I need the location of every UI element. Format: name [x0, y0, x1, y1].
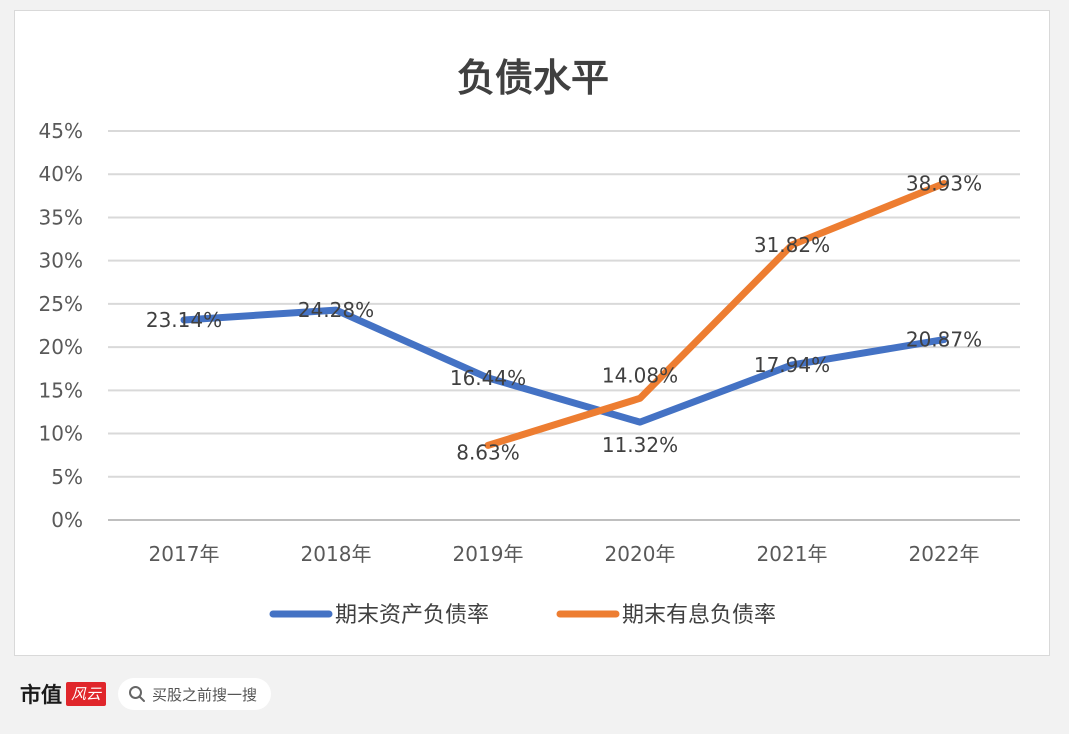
data-label: 8.63% [456, 440, 520, 464]
y-tick-label: 40% [39, 162, 83, 186]
search-icon [129, 686, 146, 702]
x-tick-label: 2018年 [301, 542, 372, 566]
data-label: 38.93% [906, 171, 982, 195]
data-label: 16.44% [450, 366, 526, 390]
y-tick-label: 10% [39, 422, 83, 446]
footer: 市值 风云 买股之前搜一搜 [20, 676, 272, 712]
x-tick-label: 2019年 [453, 542, 524, 566]
y-tick-label: 45% [39, 119, 83, 143]
data-label: 11.32% [602, 433, 678, 457]
search-text: 买股之前搜一搜 [152, 685, 258, 704]
brand-logo-mark: 风云 [66, 682, 107, 706]
x-tick-label: 2017年 [149, 542, 220, 566]
y-tick-label: 0% [51, 508, 83, 532]
x-tick-label: 2022年 [909, 542, 980, 566]
brand-logo-text: 市值 [20, 682, 62, 707]
series-line-2 [484, 179, 948, 449]
data-label: 31.82% [754, 233, 830, 257]
data-label: 20.87% [906, 328, 982, 352]
series-line-1 [180, 306, 948, 426]
legend-label: 期末资产负债率 [335, 603, 489, 628]
search-bar[interactable]: 买股之前搜一搜 [118, 678, 272, 710]
y-tick-label: 30% [39, 249, 83, 273]
x-tick-label: 2020年 [605, 542, 676, 566]
y-tick-label: 20% [39, 335, 83, 359]
legend-label: 期末有息负债率 [622, 603, 776, 628]
y-tick-label: 5% [51, 465, 83, 489]
x-tick-label: 2021年 [757, 542, 828, 566]
data-label: 14.08% [602, 363, 678, 387]
line-chart: 负债水平 0% 5% 10% 15% 20% 25% 30% 35% 40% 45% 2017年 201… [39, 56, 1020, 628]
chart-card: 负债水平 0% 5% 10% 15% 20% 25% 30% 35% 40% 45% 2017年 201… [14, 10, 1050, 656]
y-tick-label: 25% [39, 292, 83, 316]
y-tick-label: 35% [39, 205, 83, 229]
data-label: 24.28% [298, 298, 374, 322]
data-label: 17.94% [754, 353, 830, 377]
data-label: 23.14% [146, 308, 222, 332]
chart-title: 负债水平 [457, 56, 609, 100]
y-tick-label: 15% [39, 378, 83, 402]
